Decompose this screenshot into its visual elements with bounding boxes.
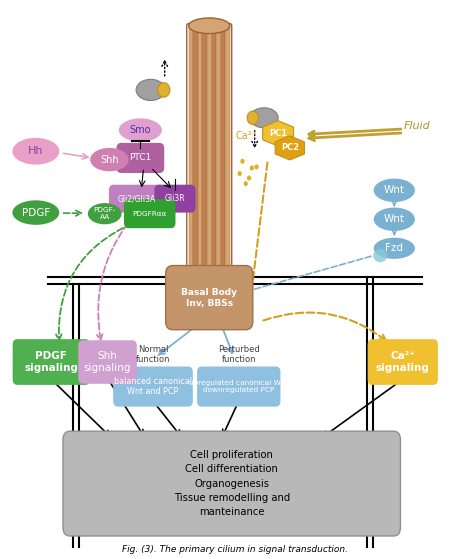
Text: upregulated canonical Wnt
downregulated PCP: upregulated canonical Wnt downregulated … — [189, 380, 289, 393]
Ellipse shape — [90, 148, 129, 171]
Text: Perturbed
function: Perturbed function — [218, 345, 259, 364]
FancyBboxPatch shape — [165, 266, 253, 330]
Ellipse shape — [243, 181, 248, 186]
Ellipse shape — [374, 178, 415, 202]
Text: Normal
function: Normal function — [136, 345, 170, 364]
Text: PDGF-
AA: PDGF- AA — [94, 207, 116, 220]
Text: PC1: PC1 — [269, 129, 287, 138]
Text: Gli3R: Gli3R — [164, 194, 185, 203]
Ellipse shape — [88, 203, 122, 224]
Ellipse shape — [157, 83, 170, 97]
Text: balanced canonical
Wnt and PCP: balanced canonical Wnt and PCP — [114, 377, 192, 396]
FancyBboxPatch shape — [124, 199, 175, 228]
FancyBboxPatch shape — [78, 340, 137, 384]
FancyBboxPatch shape — [113, 367, 193, 406]
Ellipse shape — [254, 164, 258, 169]
Ellipse shape — [373, 249, 387, 262]
Ellipse shape — [119, 119, 162, 142]
FancyBboxPatch shape — [368, 339, 438, 385]
Ellipse shape — [136, 79, 165, 101]
Ellipse shape — [250, 165, 254, 170]
Bar — [203, 26, 207, 277]
Polygon shape — [275, 136, 305, 160]
Bar — [188, 26, 193, 277]
Text: Smo: Smo — [130, 125, 151, 135]
Bar — [193, 26, 198, 277]
Text: Cell proliferation
Cell differentiation
Organogenesis
Tissue remodelling and
man: Cell proliferation Cell differentiation … — [173, 450, 290, 518]
Ellipse shape — [374, 207, 415, 231]
FancyBboxPatch shape — [155, 184, 196, 212]
Text: Shh: Shh — [100, 155, 119, 164]
Text: PDGF: PDGF — [22, 207, 50, 217]
Ellipse shape — [240, 159, 244, 164]
Text: PDGFRαα: PDGFRαα — [133, 211, 167, 217]
Text: Wnt: Wnt — [384, 185, 405, 195]
Ellipse shape — [12, 200, 59, 225]
Text: Fig. (3). The primary cilium in signal transduction.: Fig. (3). The primary cilium in signal t… — [122, 545, 348, 554]
Text: Gli2/Gli3A: Gli2/Gli3A — [118, 194, 156, 203]
Text: Basal Body
Inv, BBSs: Basal Body Inv, BBSs — [181, 288, 237, 307]
Bar — [216, 26, 221, 277]
Bar — [207, 26, 212, 277]
Ellipse shape — [247, 111, 258, 125]
Text: Fluid: Fluid — [403, 121, 430, 131]
Bar — [225, 26, 230, 277]
Text: Ca²⁺: Ca²⁺ — [235, 131, 257, 141]
Ellipse shape — [12, 138, 59, 165]
Bar — [198, 26, 203, 277]
Polygon shape — [263, 121, 294, 146]
FancyBboxPatch shape — [13, 339, 90, 385]
FancyBboxPatch shape — [109, 184, 164, 212]
FancyBboxPatch shape — [197, 367, 281, 406]
Text: PC2: PC2 — [281, 144, 299, 153]
Text: PTC1: PTC1 — [129, 153, 151, 163]
Text: Wnt: Wnt — [384, 214, 405, 224]
Text: Ca²⁺
signaling: Ca²⁺ signaling — [376, 351, 430, 373]
Ellipse shape — [188, 18, 230, 34]
Ellipse shape — [250, 108, 278, 128]
Bar — [212, 26, 216, 277]
Ellipse shape — [247, 176, 251, 181]
Ellipse shape — [374, 238, 415, 259]
Text: PDGF
signaling: PDGF signaling — [24, 351, 78, 373]
FancyBboxPatch shape — [117, 143, 164, 173]
Bar — [221, 26, 225, 277]
Ellipse shape — [237, 171, 242, 176]
Text: Shh
signaling: Shh signaling — [84, 351, 131, 373]
FancyBboxPatch shape — [63, 431, 400, 536]
Text: Fzd: Fzd — [385, 243, 403, 253]
Text: Hh: Hh — [28, 146, 44, 157]
